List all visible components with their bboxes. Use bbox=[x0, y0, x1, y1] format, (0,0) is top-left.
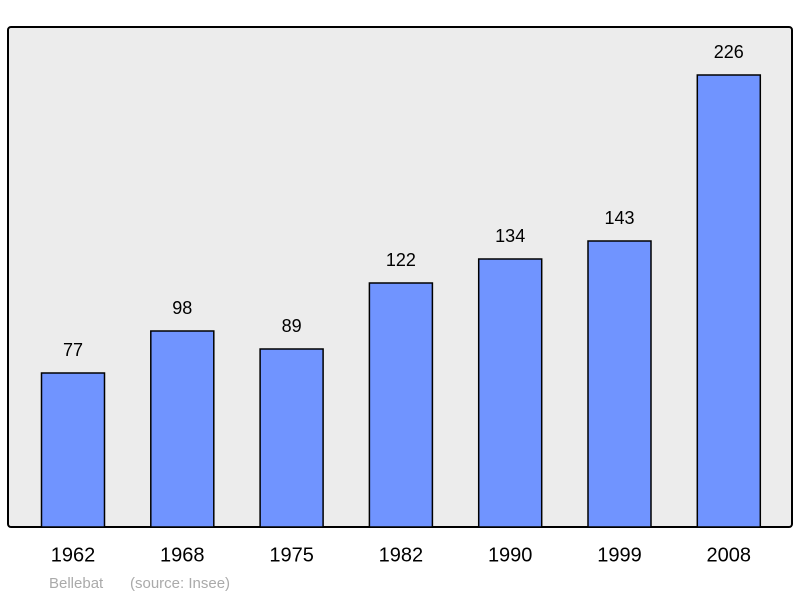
bar bbox=[40, 372, 106, 528]
x-tick-label: 1990 bbox=[488, 544, 533, 566]
value-label: 143 bbox=[604, 208, 634, 228]
bar bbox=[587, 240, 652, 528]
bar bbox=[150, 330, 215, 528]
value-label: 134 bbox=[495, 226, 525, 246]
value-label: 122 bbox=[386, 250, 416, 270]
value-label: 98 bbox=[172, 298, 192, 318]
x-tick-label: 1982 bbox=[379, 544, 424, 566]
bar bbox=[477, 258, 543, 528]
value-label: 226 bbox=[714, 42, 744, 62]
value-label: 89 bbox=[282, 316, 302, 336]
x-tick-label: 1999 bbox=[597, 544, 642, 566]
bar bbox=[696, 74, 762, 528]
bar bbox=[259, 348, 324, 528]
x-tick-label: 2008 bbox=[707, 544, 752, 566]
x-tick-label: 1968 bbox=[160, 544, 205, 566]
bar bbox=[368, 282, 434, 528]
x-tick-label: 1962 bbox=[51, 544, 96, 566]
x-tick-label: 1975 bbox=[269, 544, 314, 566]
value-label: 77 bbox=[63, 340, 83, 360]
source-note: (source: Insee) bbox=[130, 575, 230, 592]
place-name: Bellebat bbox=[49, 575, 104, 592]
